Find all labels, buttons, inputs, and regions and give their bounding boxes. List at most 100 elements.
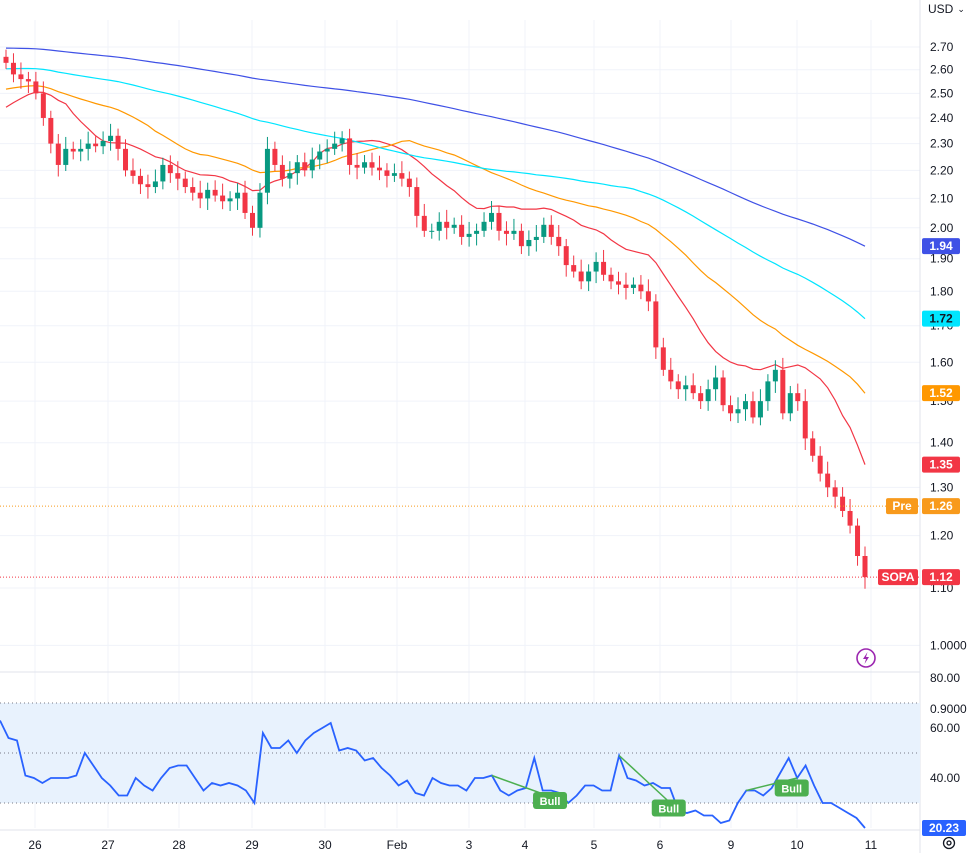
currency-label: USD: [928, 2, 954, 16]
candle-body: [85, 143, 91, 149]
candle-body: [548, 224, 554, 237]
candle-body: [205, 189, 211, 199]
candle-body: [309, 159, 315, 171]
candle-body: [825, 473, 831, 488]
time-tick-label: 3: [466, 838, 473, 852]
candle-body: [414, 187, 420, 216]
lightning-icon[interactable]: [856, 648, 876, 668]
bull-label-badge: [774, 779, 809, 797]
candle-body: [451, 224, 457, 228]
candle-body: [115, 135, 121, 149]
candle-body: [571, 265, 577, 272]
candle-body: [630, 284, 636, 288]
candle-body: [18, 74, 24, 80]
time-tick-label: 4: [522, 838, 529, 852]
candle-body: [526, 239, 532, 247]
time-tick-label: 26: [28, 838, 42, 852]
candle-body: [70, 148, 76, 152]
axes: 2.70 2.60 2.50 2.40 2.30 2.20 2.10 2.00 1.90 1.80…: [28, 40, 967, 852]
chevron-down-icon: ⌄: [957, 3, 965, 14]
candle-body: [698, 393, 704, 402]
price-line-value-badge: [922, 498, 960, 515]
candle-body: [765, 381, 771, 402]
candle-body: [354, 164, 360, 168]
time-tick-label: 30: [318, 838, 332, 852]
candle-body: [190, 187, 196, 193]
price-tick-label: 1.30: [930, 480, 954, 494]
price-line-label: SOPA: [881, 570, 914, 584]
bull-label: Bull: [781, 784, 802, 796]
candle-body: [496, 212, 502, 231]
candle-body: [220, 195, 226, 202]
candle-body: [33, 81, 39, 94]
candle-body: [339, 138, 345, 144]
price-tick-label: 0.9000: [930, 702, 967, 716]
time-tick-label: 28: [172, 838, 186, 852]
candles: [3, 49, 868, 589]
candle-body: [466, 233, 472, 237]
price-tick-label: 2.20: [930, 163, 954, 177]
candle-body: [533, 236, 539, 240]
bull-label: Bull: [658, 804, 679, 816]
moving-average-line: [5, 67, 866, 320]
candle-body: [690, 385, 696, 394]
candle-body: [123, 148, 129, 171]
candle-body: [48, 117, 54, 144]
price-line-label-badge: [886, 498, 918, 515]
candle-body: [167, 164, 173, 174]
candle-body: [675, 381, 681, 390]
candle-body: [93, 143, 99, 147]
time-tick-label: 5: [591, 838, 598, 852]
candle-body: [757, 401, 763, 418]
candle-body: [108, 135, 114, 141]
candle-body: [795, 393, 801, 402]
candle-body: [369, 162, 375, 168]
candle-body: [780, 369, 786, 414]
candle-body: [152, 181, 158, 188]
candle-body: [63, 148, 69, 165]
grid: [0, 0, 921, 853]
candle-body: [10, 62, 16, 75]
candle-body: [623, 284, 629, 288]
candle-body: [705, 389, 711, 402]
candle-body: [78, 148, 84, 152]
candle-body: [182, 178, 188, 188]
time-tick-label: 29: [245, 838, 259, 852]
moving-average-line: [5, 85, 866, 394]
candle-body: [772, 369, 778, 382]
settings-gear-icon[interactable]: [942, 836, 956, 850]
price-tick-label: 1.90: [930, 252, 954, 266]
price-lines: [0, 505, 920, 578]
bull-label-badge: [533, 792, 568, 809]
candle-body: [474, 230, 480, 234]
time-tick-label: 27: [101, 838, 115, 852]
candle-body: [742, 401, 748, 410]
ma-value-badge: [922, 385, 960, 402]
time-tick-label: 6: [657, 838, 664, 852]
candle-body: [586, 271, 592, 282]
candle-body: [436, 221, 442, 231]
candle-body: [175, 173, 181, 179]
candle-body: [638, 284, 644, 292]
price-tick-label: 2.40: [930, 111, 954, 125]
ma-value-text: 1.52: [929, 386, 953, 400]
currency-selector[interactable]: USD ⌄: [928, 0, 968, 18]
candle-body: [384, 170, 390, 176]
rsi-tick-label: 40.00: [930, 771, 960, 785]
moving-average-line: [5, 91, 866, 465]
ma-value-badge: [922, 456, 960, 473]
candle-body: [242, 192, 248, 213]
price-tick-label: 1.0000: [930, 638, 967, 652]
candle-body: [347, 138, 353, 165]
candle-body: [257, 192, 263, 228]
candle-body: [444, 221, 450, 228]
candle-body: [197, 192, 203, 199]
price-tick-label: 1.20: [930, 529, 954, 543]
price-tick-label: 2.30: [930, 137, 954, 151]
price-tick-label: 1.80: [930, 284, 954, 298]
candle-body: [862, 556, 868, 578]
rsi-line: [0, 720, 866, 829]
candle-body: [683, 385, 689, 390]
candle-body: [855, 525, 861, 557]
